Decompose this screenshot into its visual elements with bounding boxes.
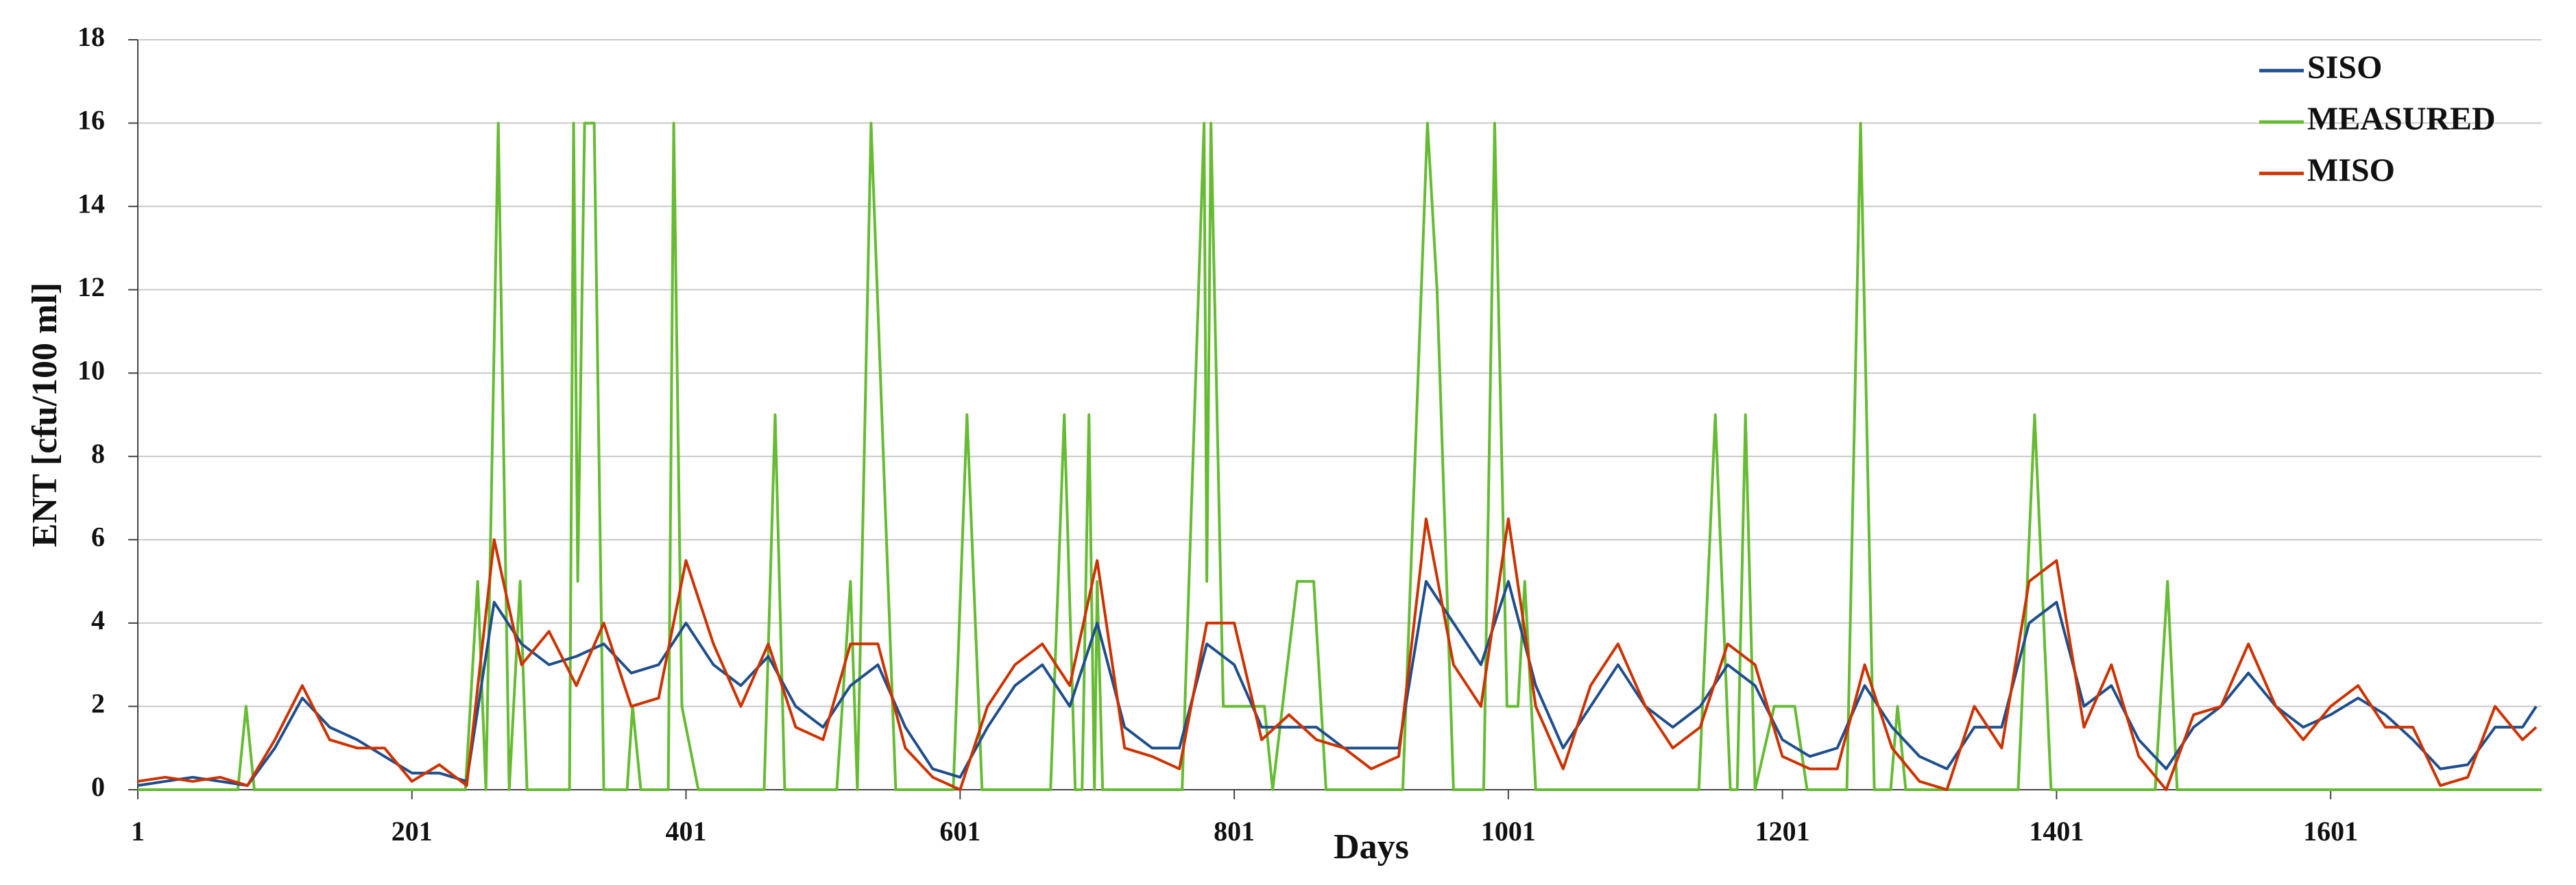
y-axis-label: ENT [cfu/100 ml] xyxy=(25,282,64,547)
x-axis-label: Days xyxy=(1334,827,1409,866)
x-tick-label: 1601 xyxy=(2303,816,2358,847)
y-tick-label: 2 xyxy=(91,688,105,719)
y-tick-label: 8 xyxy=(91,438,105,469)
x-tick-label: 401 xyxy=(666,816,707,847)
x-tick-label: 601 xyxy=(939,816,980,847)
y-tick-label: 0 xyxy=(91,771,105,802)
x-tick-label: 1 xyxy=(131,816,145,847)
y-tick-label: 16 xyxy=(77,105,105,136)
x-tick-label: 201 xyxy=(392,816,433,847)
x-tick-label: 1201 xyxy=(1755,816,1810,847)
y-tick-label: 14 xyxy=(77,188,105,219)
legend-label: MISO xyxy=(2307,152,2395,189)
legend-label: SISO xyxy=(2307,49,2382,86)
y-tick-label: 10 xyxy=(77,354,105,385)
y-tick-label: 12 xyxy=(77,271,105,302)
y-tick-label: 6 xyxy=(91,522,105,553)
y-tick-label: 18 xyxy=(77,21,105,52)
series-line xyxy=(137,580,2538,787)
x-tick-label: 801 xyxy=(1214,816,1255,847)
x-tick-label: 1401 xyxy=(2029,816,2084,847)
series-line xyxy=(137,517,2538,791)
legend-label: MEASURED xyxy=(2307,101,2496,137)
y-tick-label: 4 xyxy=(91,605,105,635)
x-tick-label: 1001 xyxy=(1481,816,1536,847)
series-line xyxy=(138,121,2542,791)
